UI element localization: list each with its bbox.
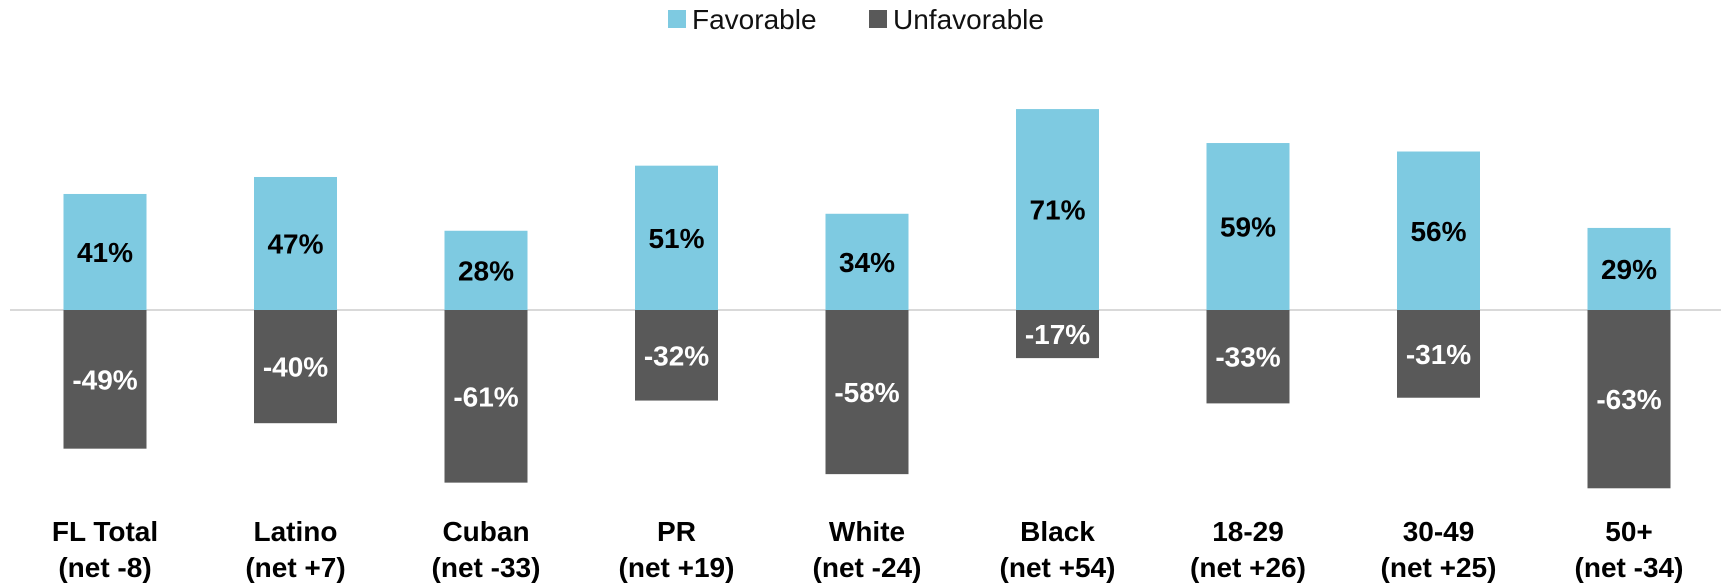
data-label-unfavorable-50: -63% [1596,384,1661,415]
bar-favorable-latino [254,176,337,310]
category-label-50: 50+ [1605,516,1653,547]
data-label-favorable-white: 34% [839,247,895,278]
bar-unfavorable-cuban [444,310,528,483]
legend-label-unfavorable: Unfavorable [893,4,1044,35]
data-label-favorable-30-49: 56% [1410,216,1466,247]
data-label-unfavorable-fl-total: -49% [72,364,137,395]
data-label-unfavorable-30-49: -31% [1406,339,1471,370]
bar-unfavorable-latino [254,310,337,424]
legend: Favorable Unfavorable [668,4,1044,35]
category-label-white: White [829,516,905,547]
bar-favorable-50 [1587,227,1671,310]
data-label-unfavorable-pr: -32% [644,340,709,371]
data-label-unfavorable-white: -58% [834,377,899,408]
bar-unfavorable-pr [635,310,718,401]
bar-favorable-pr [635,165,718,310]
data-label-favorable-latino: 47% [267,228,323,259]
category-net-30-49: (net +25) [1381,552,1497,583]
data-label-favorable-pr: 51% [648,223,704,254]
data-label-favorable-cuban: 28% [458,255,514,286]
category-net-pr: (net +19) [619,552,735,583]
bar-unfavorable-black [1016,310,1099,359]
category-label-pr: PR [657,516,696,547]
data-label-favorable-18-29: 59% [1220,212,1276,243]
bar-favorable-30-49 [1397,151,1480,310]
category-net-cuban: (net -33) [432,552,541,583]
category-net-black: (net +54) [1000,552,1116,583]
data-label-favorable-black: 71% [1029,195,1085,226]
data-label-favorable-fl-total: 41% [77,237,133,268]
category-labels-group: FL Total (net -8) Latino (net +7) Cuban (net … [52,516,1684,583]
category-label-black: Black [1020,516,1095,547]
legend-label-favorable: Favorable [692,4,817,35]
bar-unfavorable-50 [1587,310,1671,489]
category-net-white: (net -24) [813,552,922,583]
category-net-18-29: (net +26) [1190,552,1306,583]
bar-favorable-18-29 [1206,143,1290,310]
category-net-fl-total: (net -8) [58,552,151,583]
bar-unfavorable-18-29 [1206,310,1290,404]
data-label-unfavorable-cuban: -61% [453,381,518,412]
legend-swatch-unfavorable [869,10,887,28]
data-label-unfavorable-latino: -40% [263,352,328,383]
bar-unfavorable-fl-total [63,310,147,449]
category-label-cuban: Cuban [442,516,529,547]
category-net-50: (net -34) [1575,552,1684,583]
bar-favorable-black [1016,109,1099,310]
bar-favorable-fl-total [63,193,147,310]
data-label-unfavorable-black: -17% [1025,319,1090,350]
bar-favorable-white [825,213,909,310]
category-label-latino: Latino [254,516,338,547]
category-net-latino: (net +7) [245,552,345,583]
category-label-fl-total: FL Total [52,516,158,547]
bar-unfavorable-white [825,310,909,475]
category-label-30-49: 30-49 [1403,516,1475,547]
bar-unfavorable-30-49 [1397,310,1480,398]
bar-favorable-cuban [444,230,528,310]
legend-swatch-favorable [668,10,686,28]
data-label-unfavorable-18-29: -33% [1215,342,1280,373]
category-label-18-29: 18-29 [1212,516,1284,547]
bars-group: 41% -49% 47% -40% 28% -61% 51% -32% 34% -58% 71% -1… [63,109,1671,489]
data-label-favorable-50: 29% [1601,254,1657,285]
